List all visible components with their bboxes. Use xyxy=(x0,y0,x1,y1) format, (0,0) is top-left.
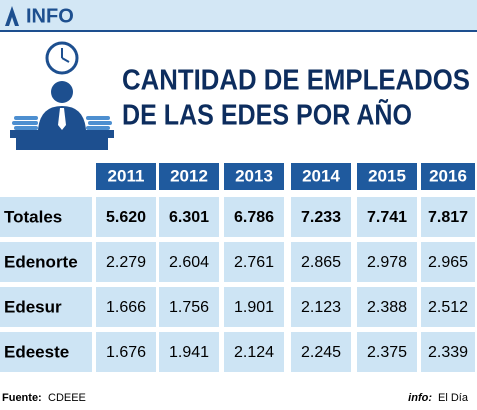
cell-value: 2.375 xyxy=(367,344,407,361)
cell xyxy=(291,197,351,237)
illustration xyxy=(10,41,114,150)
row-label-cell xyxy=(0,242,92,282)
cell-value: 6.301 xyxy=(169,209,209,226)
column-header-cell xyxy=(421,163,475,190)
column-header-cell xyxy=(96,163,156,190)
cell-value: 1.901 xyxy=(234,299,274,316)
cell-value: 5.620 xyxy=(106,209,146,226)
cell-value: 7.741 xyxy=(367,209,407,226)
row-label-cell xyxy=(0,332,92,372)
cell xyxy=(96,197,156,237)
cell xyxy=(96,332,156,372)
title-line: CANTIDAD DE EMPLEADOS xyxy=(122,65,470,97)
row-label: Totales xyxy=(4,207,62,226)
header-rule xyxy=(0,30,477,32)
logo xyxy=(5,6,19,26)
source-label: Fuente: xyxy=(2,392,42,404)
cell-value: 2.865 xyxy=(301,254,341,271)
column-header: 2014 xyxy=(302,166,340,185)
cell xyxy=(421,287,475,327)
cell xyxy=(421,242,475,282)
cell xyxy=(224,287,284,327)
cell xyxy=(96,242,156,282)
title-line: DE LAS EDES POR AÑO xyxy=(122,98,412,132)
cell xyxy=(159,287,219,327)
cell-value: 2.512 xyxy=(428,299,468,316)
column-header: 2012 xyxy=(170,166,208,185)
cell xyxy=(421,332,475,372)
column-header-cell xyxy=(159,163,219,190)
row-label-cell xyxy=(0,287,92,327)
cell xyxy=(224,197,284,237)
column-header: 2013 xyxy=(235,166,273,185)
cell-value: 1.666 xyxy=(106,299,146,316)
cell xyxy=(291,287,351,327)
cell-value: 1.756 xyxy=(169,299,209,316)
cell xyxy=(357,197,417,237)
row-label: Edeeste xyxy=(4,342,69,361)
cell-value: 2.245 xyxy=(301,344,341,361)
row-label-cell xyxy=(0,197,92,237)
cell-value: 2.965 xyxy=(428,254,468,271)
cell-value: 2.388 xyxy=(367,299,407,316)
cell-value: 2.123 xyxy=(301,299,341,316)
cell xyxy=(421,197,475,237)
cell xyxy=(291,242,351,282)
cell xyxy=(224,242,284,282)
cell-value: 1.676 xyxy=(106,344,146,361)
column-header-cell xyxy=(224,163,284,190)
row-label: Edesur xyxy=(4,297,62,316)
column-header: 2015 xyxy=(368,166,406,185)
cell-value: 6.786 xyxy=(234,209,274,226)
header-bar xyxy=(0,0,477,31)
cell-value: 2.124 xyxy=(234,344,274,361)
cell-value: 2.339 xyxy=(428,344,468,361)
source: CDEEE xyxy=(48,392,86,404)
cell-value: 2.978 xyxy=(367,254,407,271)
cell xyxy=(291,332,351,372)
column-header-cell xyxy=(357,163,417,190)
credit: El Día xyxy=(438,392,469,404)
cell xyxy=(159,197,219,237)
cell xyxy=(159,332,219,372)
cell-value: 2.279 xyxy=(106,254,146,271)
row-label: Edenorte xyxy=(4,252,78,271)
header-title: INFO xyxy=(26,5,74,27)
cell-value: 1.941 xyxy=(169,344,209,361)
cell-value: 7.817 xyxy=(428,209,468,226)
cell-value: 2.761 xyxy=(234,254,274,271)
column-header: 2011 xyxy=(108,166,145,185)
cell xyxy=(357,287,417,327)
cell xyxy=(357,332,417,372)
credit-label: info: xyxy=(408,392,432,404)
cell xyxy=(159,242,219,282)
cell xyxy=(357,242,417,282)
column-header: 2016 xyxy=(429,166,467,185)
cell-value: 7.233 xyxy=(301,209,341,226)
column-header-cell xyxy=(291,163,351,190)
cell xyxy=(224,332,284,372)
cell-value: 2.604 xyxy=(169,254,209,271)
cell xyxy=(96,287,156,327)
